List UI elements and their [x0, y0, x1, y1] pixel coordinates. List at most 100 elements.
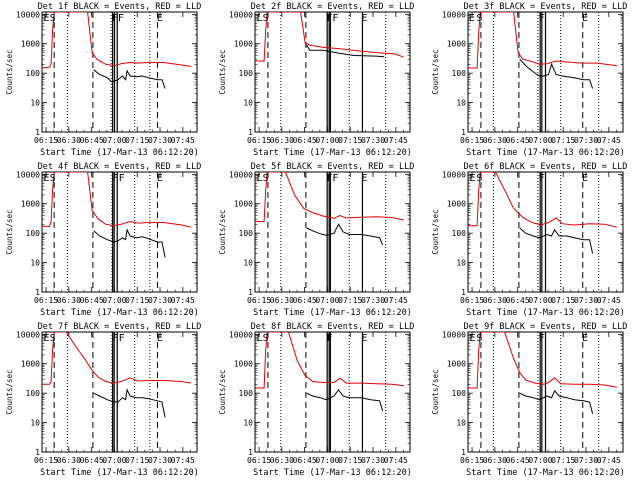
x-tick-label: 07:30 — [361, 136, 385, 145]
x-axis-label: Start Time (17-Mar-13 06:12:20) — [40, 308, 199, 318]
y-axis-label: Counts/sec — [218, 209, 227, 254]
y-axis-label: Counts/sec — [5, 49, 14, 94]
series-group — [42, 332, 191, 418]
x-tick-label: 07:00 — [315, 296, 339, 305]
x-axis-label: Start Time (17-Mar-13 06:12:20) — [253, 308, 412, 318]
x-tick-label: 07:30 — [148, 296, 172, 305]
x-tick-label: 06:30 — [270, 136, 294, 145]
y-tick-label: 10 — [243, 259, 253, 268]
y-tick-label: 10 — [30, 419, 40, 428]
x-tick-label: 06:45 — [293, 296, 317, 305]
series-group — [42, 172, 192, 258]
interval-marker: E — [157, 173, 163, 184]
series-lld-red — [468, 12, 617, 69]
plot-frame — [254, 11, 411, 133]
interval-marker: F — [539, 13, 545, 24]
interval-marker: L — [257, 333, 263, 344]
panel-title: Det 5f BLACK = Events, RED = LLD — [251, 162, 415, 172]
y-tick-label: 1 — [35, 448, 40, 457]
interval-marker: F — [539, 333, 545, 344]
y-tick-label: 10000 — [229, 330, 253, 339]
interval-marker: S — [476, 173, 482, 184]
y-tick-label: 1000 — [21, 200, 40, 209]
x-tick-label: 07:45 — [597, 136, 621, 145]
x-tick-label: 07:00 — [528, 136, 552, 145]
y-tick-label: 10000 — [16, 330, 40, 339]
panel-1: Det 1f BLACK = Events, RED = LLD 1 10 100 10… — [5, 2, 201, 158]
interval-lines — [480, 12, 600, 132]
y-axis-label: Counts/sec — [218, 369, 227, 414]
interval-marker: L — [257, 13, 263, 24]
series-lld-red — [255, 172, 405, 222]
y-tick-label: 10 — [30, 99, 40, 108]
panel-title: Det 1f BLACK = Events, RED = LLD — [38, 2, 202, 12]
series-lld-red — [255, 12, 405, 62]
x-tick-label: 07:00 — [528, 456, 552, 465]
y-tick-label: 10000 — [442, 330, 466, 339]
y-axis-label: Counts/sec — [5, 209, 14, 254]
x-tick-label: 06:45 — [80, 456, 104, 465]
interval-marker: E — [361, 13, 367, 24]
interval-marker: E — [157, 333, 163, 344]
y-tick-label: 1000 — [234, 200, 253, 209]
x-tick-label: 06:30 — [57, 136, 81, 145]
x-tick-label: 07:15 — [338, 136, 362, 145]
interval-marker: E — [582, 13, 588, 24]
x-axis-label: Start Time (17-Mar-13 06:12:20) — [40, 148, 199, 158]
y-tick-label: 1 — [248, 288, 253, 297]
x-tick-label: 07:30 — [574, 456, 598, 465]
x-tick-label: 07:30 — [574, 136, 598, 145]
interval-marker: F — [326, 333, 332, 344]
interval-marker: L — [257, 173, 263, 184]
series-lld-red — [468, 172, 618, 228]
x-tick-label: 07:45 — [171, 136, 195, 145]
series-events-black — [306, 44, 385, 58]
series-group — [255, 12, 405, 62]
x-tick-label: 07:15 — [551, 136, 575, 145]
interval-marker: E — [582, 333, 588, 344]
x-tick-label: 07:30 — [574, 296, 598, 305]
interval-marker: FF — [113, 333, 125, 344]
x-tick-label: 07:45 — [384, 136, 408, 145]
y-tick-label: 10000 — [442, 10, 466, 19]
series-group — [468, 172, 618, 254]
y-tick-label: 100 — [26, 389, 41, 398]
y-tick-label: 1000 — [234, 360, 253, 369]
y-tick-label: 1000 — [21, 40, 40, 49]
x-tick-label: 07:15 — [338, 456, 362, 465]
panel-5: Det 5f BLACK = Events, RED = LLD 1 10 100 10… — [218, 162, 414, 318]
y-tick-label: 100 — [26, 229, 41, 238]
interval-marker: FF — [113, 173, 125, 184]
x-tick-label: 07:00 — [528, 296, 552, 305]
panel-2: Det 2f BLACK = Events, RED = LLD 1 10 100 10… — [218, 2, 414, 158]
x-axis-label: Start Time (17-Mar-13 06:12:20) — [40, 468, 199, 478]
series-group — [42, 12, 191, 89]
y-tick-label: 10000 — [229, 10, 253, 19]
interval-marker: E — [470, 333, 476, 344]
interval-marker: E — [44, 173, 50, 184]
panel-title: Det 2f BLACK = Events, RED = LLD — [251, 2, 415, 12]
y-tick-label: 100 — [452, 229, 467, 238]
y-tick-label: 1 — [35, 288, 40, 297]
panel-6: Det 6f BLACK = Events, RED = LLD 1 10 100 10… — [431, 162, 627, 318]
x-tick-label: 07:15 — [125, 456, 149, 465]
series-events-black — [93, 388, 166, 418]
x-tick-label: 06:15 — [247, 456, 271, 465]
series-events-black — [519, 227, 594, 254]
x-tick-label: 07:45 — [384, 296, 408, 305]
interval-lines — [53, 172, 158, 292]
interval-marker: FF — [112, 13, 124, 24]
interval-marker: S — [263, 333, 269, 344]
x-tick-label: 06:15 — [460, 136, 484, 145]
x-tick-label: 07:15 — [551, 456, 575, 465]
x-tick-label: 06:45 — [293, 136, 317, 145]
interval-lines — [53, 12, 158, 132]
interval-marker: F — [539, 173, 545, 184]
x-axis-label: Start Time (17-Mar-13 06:12:20) — [253, 148, 412, 158]
x-tick-label: 06:15 — [34, 136, 58, 145]
interval-marker: FF — [326, 13, 338, 24]
interval-marker: S — [476, 333, 482, 344]
x-tick-label: 06:30 — [483, 456, 507, 465]
x-tick-label: 06:30 — [57, 456, 81, 465]
x-tick-label: 07:00 — [102, 456, 126, 465]
